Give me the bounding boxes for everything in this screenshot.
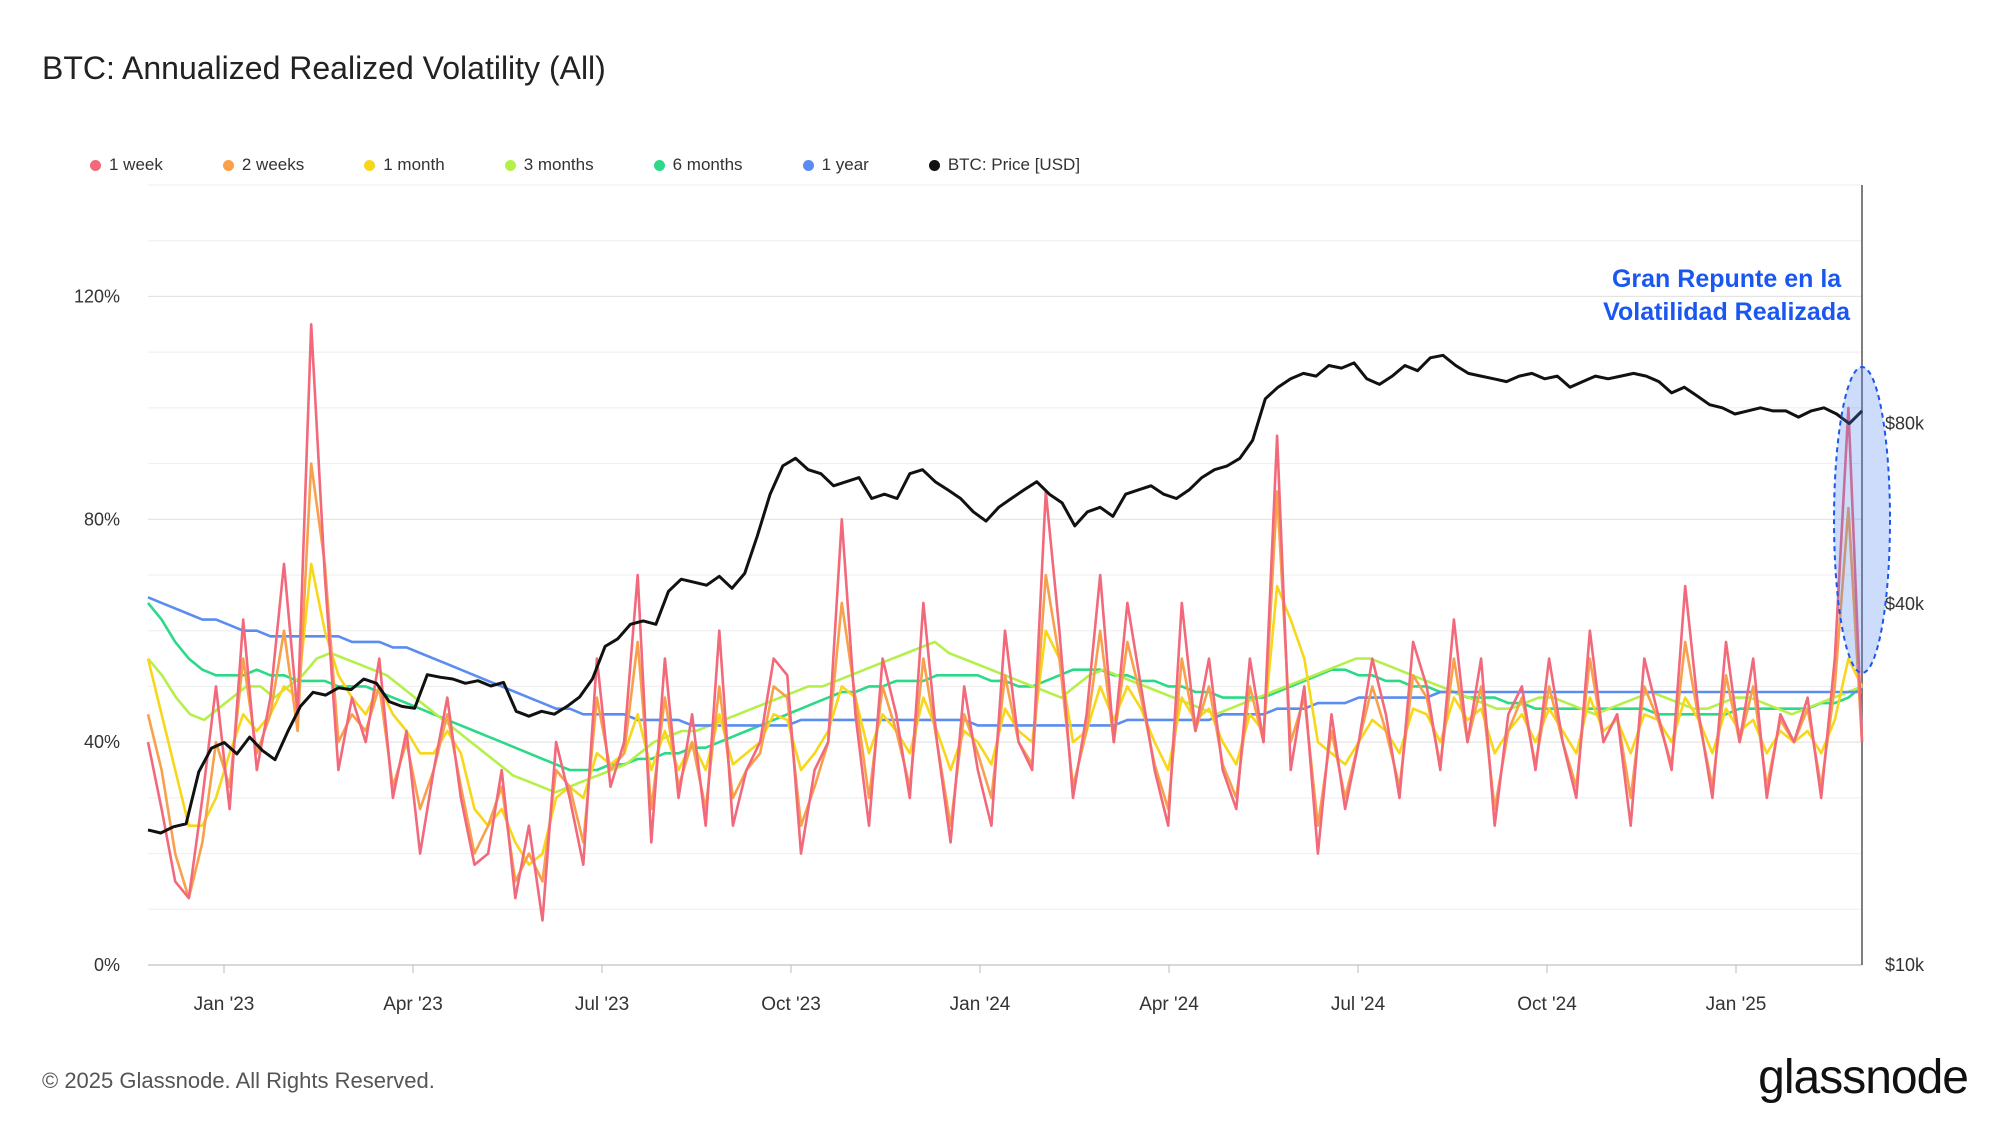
legend-item-btc-price[interactable]: BTC: Price [USD] bbox=[928, 155, 1081, 175]
x-tick-label: Apr '23 bbox=[383, 994, 443, 1015]
annotation-line-1: Gran Repunte en la bbox=[1611, 265, 1842, 293]
y-tick-label-left: 40% bbox=[84, 732, 120, 752]
legend-label-1-year: 1 year bbox=[821, 155, 869, 174]
x-tick-label: Jan '25 bbox=[1706, 994, 1767, 1015]
x-tick-label: Oct '23 bbox=[761, 994, 821, 1015]
series-line-3-months bbox=[147, 640, 1863, 794]
legend-dot-3-months bbox=[504, 159, 516, 171]
series-line-1-week bbox=[146, 322, 1864, 922]
series-line-btc-price-usd- bbox=[147, 353, 1864, 835]
legend-dot-1-week bbox=[90, 159, 101, 171]
y-tick-label-right: $10k bbox=[1885, 955, 1925, 975]
glassnode-logo: glassnode bbox=[1758, 1051, 1969, 1104]
y-tick-label-right: $80k bbox=[1885, 414, 1925, 434]
legend-dot-6-months bbox=[653, 159, 665, 171]
chart-title: BTC: Annualized Realized Volatility (All… bbox=[42, 50, 606, 86]
legend-label-6-months: 6 months bbox=[672, 155, 743, 174]
series-line-2-weeks bbox=[146, 462, 1864, 900]
legend-label-1-week: 1 week bbox=[109, 155, 163, 174]
x-tick-label: Oct '24 bbox=[1517, 994, 1577, 1015]
y-tick-label-left: 80% bbox=[84, 509, 120, 529]
legend-label-1-month: 1 month bbox=[383, 155, 445, 174]
x-tick-label: Jul '23 bbox=[575, 994, 629, 1015]
legend-dot-btc-price bbox=[928, 159, 940, 171]
legend-dot-1-month bbox=[364, 159, 376, 171]
legend-item-1-week[interactable]: 1 week bbox=[90, 155, 163, 175]
copyright: © 2025 Glassnode. All Rights Reserved. bbox=[42, 1068, 435, 1093]
legend-item-6-months[interactable]: 6 months bbox=[653, 155, 743, 175]
legend-item-1-month[interactable]: 1 month bbox=[364, 155, 445, 175]
series-line-1-year bbox=[147, 596, 1862, 727]
highlight-ellipse bbox=[1833, 366, 1891, 674]
legend-dot-1-year bbox=[802, 159, 814, 171]
legend: 1 week 2 weeks 1 month 3 months 6 months… bbox=[90, 155, 1140, 175]
legend-label-btc-price: BTC: Price [USD] bbox=[947, 155, 1081, 174]
annotation-text: Gran Repunte en la Volatilidad Realizada bbox=[1603, 263, 1850, 329]
series-line-1-month bbox=[146, 562, 1864, 867]
legend-item-1-year[interactable]: 1 year bbox=[802, 155, 869, 175]
x-tick-label: Apr '24 bbox=[1139, 994, 1199, 1015]
x-tick-label: Jan '23 bbox=[194, 994, 255, 1015]
y-tick-label-left: 120% bbox=[74, 286, 120, 306]
x-tick-label: Jul '24 bbox=[1331, 994, 1386, 1015]
legend-item-2-weeks[interactable]: 2 weeks bbox=[222, 155, 305, 175]
legend-dot-2-weeks bbox=[222, 159, 234, 171]
annotation-line-2: Volatilidad Realizada bbox=[1603, 298, 1850, 326]
y-tick-label-left: 0% bbox=[94, 955, 120, 975]
legend-label-2-weeks: 2 weeks bbox=[241, 155, 305, 174]
legend-label-3-months: 3 months bbox=[523, 155, 594, 174]
y-tick-label-right: $40k bbox=[1885, 594, 1925, 614]
legend-item-3-months[interactable]: 3 months bbox=[504, 155, 594, 175]
x-tick-label: Jan '24 bbox=[950, 994, 1011, 1015]
